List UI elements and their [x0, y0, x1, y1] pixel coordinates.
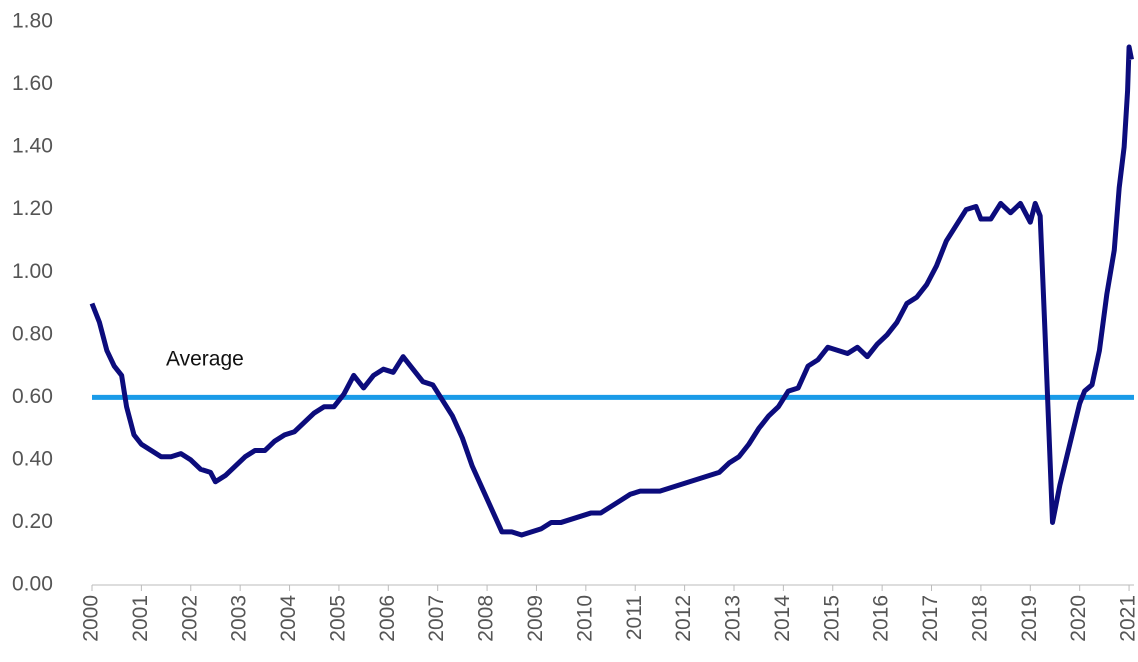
x-tick-label: 2005 — [326, 595, 349, 642]
x-tick-label: 2017 — [919, 595, 942, 642]
x-tick-label: 2007 — [425, 595, 448, 642]
average-label: Average — [166, 348, 244, 371]
x-tick-label: 2018 — [968, 595, 991, 642]
y-tick-label: 1.60 — [12, 72, 53, 95]
y-tick-label: 0.20 — [12, 510, 53, 533]
y-tick-label: 1.40 — [12, 135, 53, 158]
x-tick-label: 2003 — [228, 595, 251, 642]
y-tick-label: 1.00 — [12, 260, 53, 283]
x-tick-label: 2021 — [1117, 595, 1138, 642]
x-tick-label: 2015 — [820, 595, 843, 642]
y-tick-label: 0.00 — [12, 573, 53, 596]
y-tick-label: 1.20 — [12, 197, 53, 220]
y-tick-label: 0.40 — [12, 447, 53, 470]
x-tick-label: 2010 — [573, 595, 596, 642]
x-tick-label: 2009 — [524, 595, 547, 642]
x-tick-label: 2012 — [672, 595, 695, 642]
x-tick-label: 2014 — [771, 595, 794, 642]
x-tick-label: 2006 — [376, 595, 399, 642]
data-line — [89, 44, 1134, 538]
x-tick-label: 2020 — [1067, 595, 1090, 642]
x-tick-label: 2001 — [129, 595, 152, 642]
x-tick-label: 2019 — [1018, 595, 1041, 642]
x-tick-label: 2008 — [475, 595, 498, 642]
x-tick-label: 2000 — [80, 595, 103, 642]
y-tick-label: 0.60 — [12, 385, 53, 408]
y-tick-label: 1.80 — [12, 10, 53, 33]
y-tick-label: 0.80 — [12, 322, 53, 345]
x-tick-label: 2011 — [623, 595, 646, 640]
x-tick-label: 2002 — [178, 595, 201, 642]
x-tick-label: 2004 — [277, 595, 300, 642]
x-tick-label: 2016 — [870, 595, 893, 642]
x-tick-label: 2013 — [722, 595, 745, 642]
